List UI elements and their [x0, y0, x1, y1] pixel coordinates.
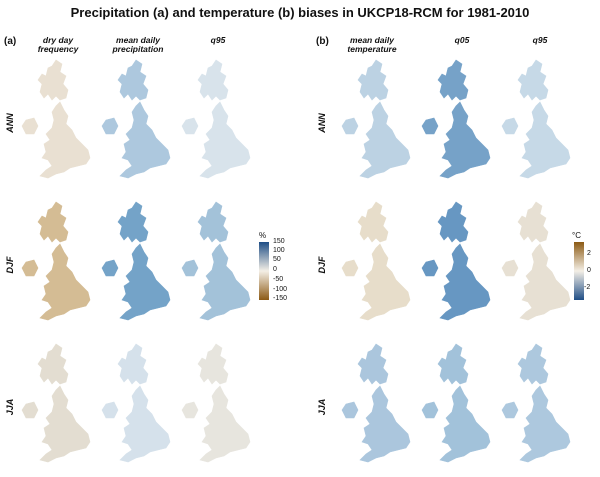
- map-b-djf-mean-daily-temperature: [336, 196, 420, 326]
- colorbar-a-tick-0: 0: [273, 266, 277, 273]
- map-b-ann-q05: [416, 54, 500, 184]
- colorbar-b-tick-0: 0: [587, 267, 591, 274]
- figure-title: Precipitation (a) and temperature (b) bi…: [70, 5, 530, 20]
- column-header-q95-temp: q95: [532, 35, 548, 45]
- colorbar-b-tick-neg2: -2: [584, 284, 591, 291]
- map-b-djf-q95-temp: [496, 196, 580, 326]
- map-b-jja-mean-daily-temperature: [336, 338, 420, 468]
- colorbar-unit-b: °C: [572, 231, 581, 240]
- column-header-q95-precip: q95: [210, 35, 226, 45]
- map-a-djf-dry-day-frequency: [16, 196, 100, 326]
- column-header-mean-daily-precipitation: mean daily precipitation: [112, 35, 164, 54]
- map-a-ann-q95-precip: [176, 54, 260, 184]
- column-header-dry-day-frequency: dry day frequency: [37, 35, 79, 54]
- map-a-djf-mean-daily-precipitation: [96, 196, 180, 326]
- colorbar-b-tick-2: 2: [587, 250, 591, 257]
- map-a-jja-q95-precip: [176, 338, 260, 468]
- row-label-djf-b: DJF: [317, 256, 327, 274]
- colorbar-a: [259, 242, 269, 300]
- panel-label-a: (a): [4, 36, 17, 47]
- map-b-jja-q05: [416, 338, 500, 468]
- colorbar-unit-a: %: [259, 231, 267, 240]
- row-label-ann-a: ANN: [5, 113, 15, 133]
- row-label-jja-b: JJA: [317, 398, 327, 416]
- colorbar-a-tick-150: 150: [273, 238, 285, 245]
- map-b-jja-q95-temp: [496, 338, 580, 468]
- panel-label-b: (b): [316, 36, 329, 47]
- colorbar-a-tick-50: 50: [273, 256, 281, 263]
- column-header-mean-daily-temperature: mean daily temperature: [347, 35, 397, 54]
- colorbar-a-tick-neg100: -100: [273, 286, 288, 293]
- row-label-ann-b: ANN: [317, 113, 327, 133]
- colorbar-a-tick-neg50: -50: [273, 276, 284, 283]
- row-label-jja-a: JJA: [5, 398, 15, 416]
- row-label-djf-a: DJF: [5, 256, 15, 274]
- colorbar-b: [574, 242, 584, 300]
- column-header-q05: q05: [454, 35, 470, 45]
- map-a-ann-dry-day-frequency: [16, 54, 100, 184]
- colorbar-a-tick-neg150: -150: [273, 295, 288, 302]
- map-a-ann-mean-daily-precipitation: [96, 54, 180, 184]
- colorbar-a-tick-100: 100: [273, 247, 285, 254]
- map-b-ann-mean-daily-temperature: [336, 54, 420, 184]
- map-a-jja-mean-daily-precipitation: [96, 338, 180, 468]
- map-b-djf-q05: [416, 196, 500, 326]
- map-a-djf-q95-precip: [176, 196, 260, 326]
- map-a-jja-dry-day-frequency: [16, 338, 100, 468]
- map-b-ann-q95-temp: [496, 54, 580, 184]
